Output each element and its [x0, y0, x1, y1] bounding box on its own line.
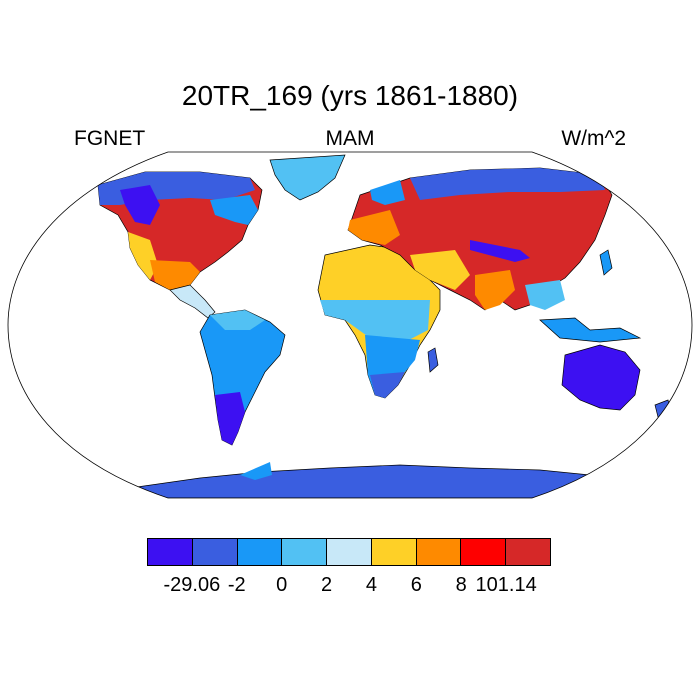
antarctica-peninsula	[240, 462, 272, 480]
north-america-west-coast	[128, 232, 158, 280]
colorbar-box-6	[416, 539, 462, 565]
dataset-label: FGNET	[74, 127, 146, 150]
colorbar-box-2	[237, 539, 283, 565]
colorbar-tick-label: 2	[320, 574, 333, 596]
colorbar-box-0	[148, 539, 193, 565]
colorbar-tick-label: 6	[410, 574, 422, 596]
madagascar-region	[427, 347, 439, 373]
colorbar-box-3	[282, 539, 328, 565]
colorbar	[147, 538, 551, 566]
siberia-north	[410, 168, 605, 200]
colorbar-box-5	[371, 539, 417, 565]
antarctica-region	[8, 464, 692, 498]
colorbar-box-7	[461, 539, 507, 565]
colorbar-tick-label: 101.14	[475, 574, 537, 596]
colorbar-tick-label: -2	[227, 574, 246, 596]
scandinavia	[370, 180, 405, 205]
tibet-blue-band	[470, 240, 530, 262]
central-america-region	[169, 284, 216, 319]
colorbar-tick-label: 8	[455, 574, 467, 596]
map-title: 20TR_169 (yrs 1861-1880)	[181, 80, 519, 111]
new-zealand-region	[654, 399, 673, 426]
south-america-north	[210, 310, 265, 330]
north-america-southeast	[150, 260, 200, 290]
africa-central	[320, 300, 430, 342]
greenland-region	[269, 154, 346, 201]
japan-region	[599, 249, 613, 276]
canada-east	[210, 195, 258, 225]
colorbar-box-8	[506, 539, 551, 565]
south-america-region	[199, 309, 286, 446]
colorbar-box-4	[327, 539, 372, 565]
middle-east	[410, 250, 470, 290]
colorbar-tick-label: 0	[276, 574, 288, 596]
europe-orange	[348, 210, 400, 245]
globe-outline	[7, 151, 693, 499]
south-america-south	[215, 392, 245, 445]
southeast-asia	[525, 280, 565, 310]
colorbar-tick-label: 4	[365, 574, 377, 596]
units-label: W/m^2	[561, 127, 626, 150]
australia-region	[561, 344, 641, 411]
season-label: MAM	[325, 127, 375, 150]
africa-tip	[370, 372, 405, 398]
indonesia-region	[539, 317, 642, 343]
canada-northwest	[120, 185, 160, 225]
india	[475, 270, 515, 310]
colorbar-tick-label: -29.06	[163, 574, 221, 596]
colorbar-box-1	[192, 539, 238, 565]
